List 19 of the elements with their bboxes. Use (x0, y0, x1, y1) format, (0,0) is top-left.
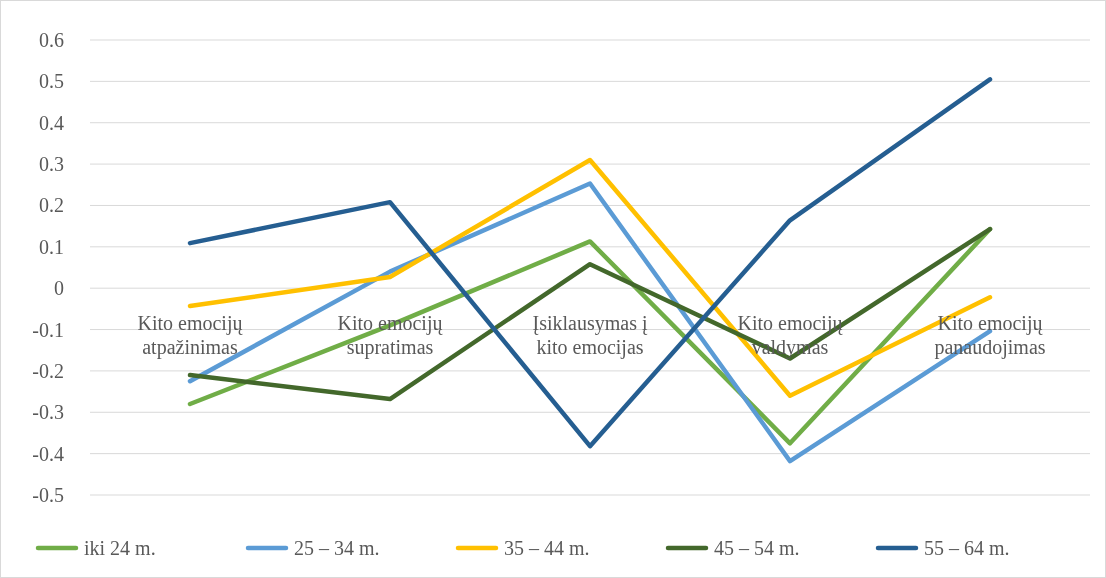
y-tick-label: 0.6 (39, 29, 64, 51)
y-tick-label: 0.2 (39, 194, 64, 217)
legend-label: 55 – 64 m. (924, 537, 1010, 559)
y-tick-label: -0.3 (32, 401, 64, 424)
y-tick-label: 0.3 (39, 153, 64, 176)
y-tick-label: 0 (54, 277, 64, 300)
y-tick-label: 0.5 (39, 70, 64, 93)
legend-label: 35 – 44 m. (504, 537, 590, 559)
legend-label: 45 – 54 m. (714, 537, 800, 559)
legend-label: iki 24 m. (84, 537, 156, 559)
y-tick-label: 0.4 (39, 111, 64, 134)
y-tick-label: -0.5 (32, 484, 64, 506)
x-tick-label: Kito emocijų atpažinimas (137, 312, 244, 360)
y-tick-label: -0.4 (32, 442, 64, 465)
y-tick-label: -0.2 (32, 359, 64, 382)
y-tick-label: -0.1 (32, 318, 64, 341)
y-tick-label: 0.1 (39, 235, 64, 258)
legend-label: 25 – 34 m. (294, 537, 380, 559)
x-tick-label: Įsiklausymas į kito emocijas (532, 312, 648, 360)
